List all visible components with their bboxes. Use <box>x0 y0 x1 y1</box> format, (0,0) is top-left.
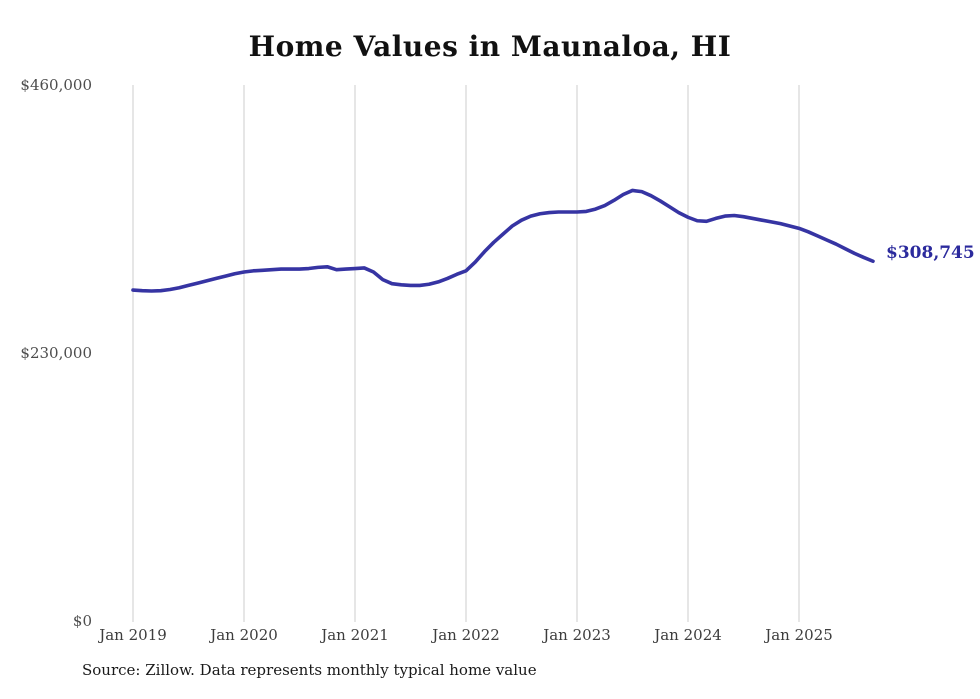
y-axis-tick-label: $460,000 <box>20 76 92 94</box>
y-axis-tick-label: $0 <box>72 612 92 630</box>
source-note: Source: Zillow. Data represents monthly … <box>82 661 537 679</box>
y-axis-tick-label: $230,000 <box>20 344 92 362</box>
home-value-line <box>131 188 875 293</box>
x-axis-tick-label: Jan 2021 <box>321 626 389 644</box>
x-axis-tick-label: Jan 2020 <box>210 626 278 644</box>
x-axis-tick-label: Jan 2024 <box>654 626 722 644</box>
x-axis-tick-label: Jan 2023 <box>543 626 611 644</box>
latest-value-label: $308,745 <box>886 243 975 263</box>
x-axis-tick-label: Jan 2025 <box>765 626 833 644</box>
x-axis-tick-label: Jan 2022 <box>432 626 500 644</box>
chart-title: Home Values in Maunaloa, HI <box>248 30 732 63</box>
x-axis-tick-label: Jan 2019 <box>99 626 167 644</box>
